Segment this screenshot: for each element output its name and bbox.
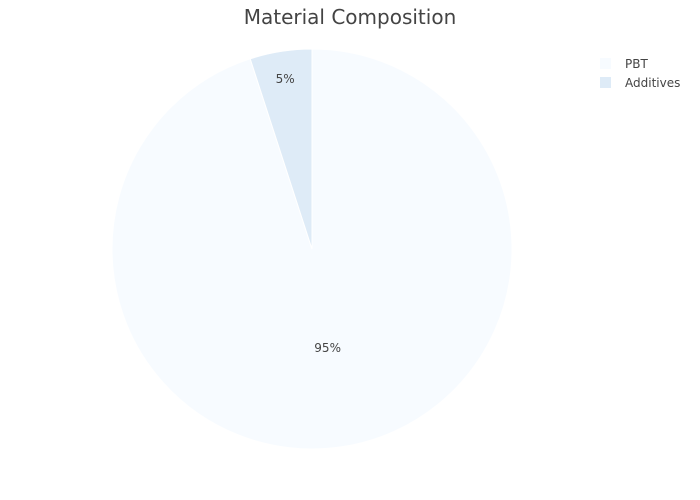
legend-label-additives[interactable]: Additives bbox=[625, 76, 680, 90]
legend-swatch-additives[interactable] bbox=[600, 77, 611, 88]
slice-label-pbt: 95% bbox=[314, 341, 341, 355]
legend-swatch-pbt[interactable] bbox=[600, 58, 611, 69]
pie-slice-additives[interactable] bbox=[249, 48, 313, 250]
legend-label-pbt[interactable]: PBT bbox=[625, 57, 648, 71]
legend: PBT Additives bbox=[600, 57, 680, 90]
chart-title: Material Composition bbox=[243, 5, 457, 29]
slice-label-additives: 5% bbox=[276, 72, 295, 86]
pie-slices bbox=[111, 48, 513, 450]
pie-slice-labels: 95% 5% bbox=[276, 72, 341, 355]
